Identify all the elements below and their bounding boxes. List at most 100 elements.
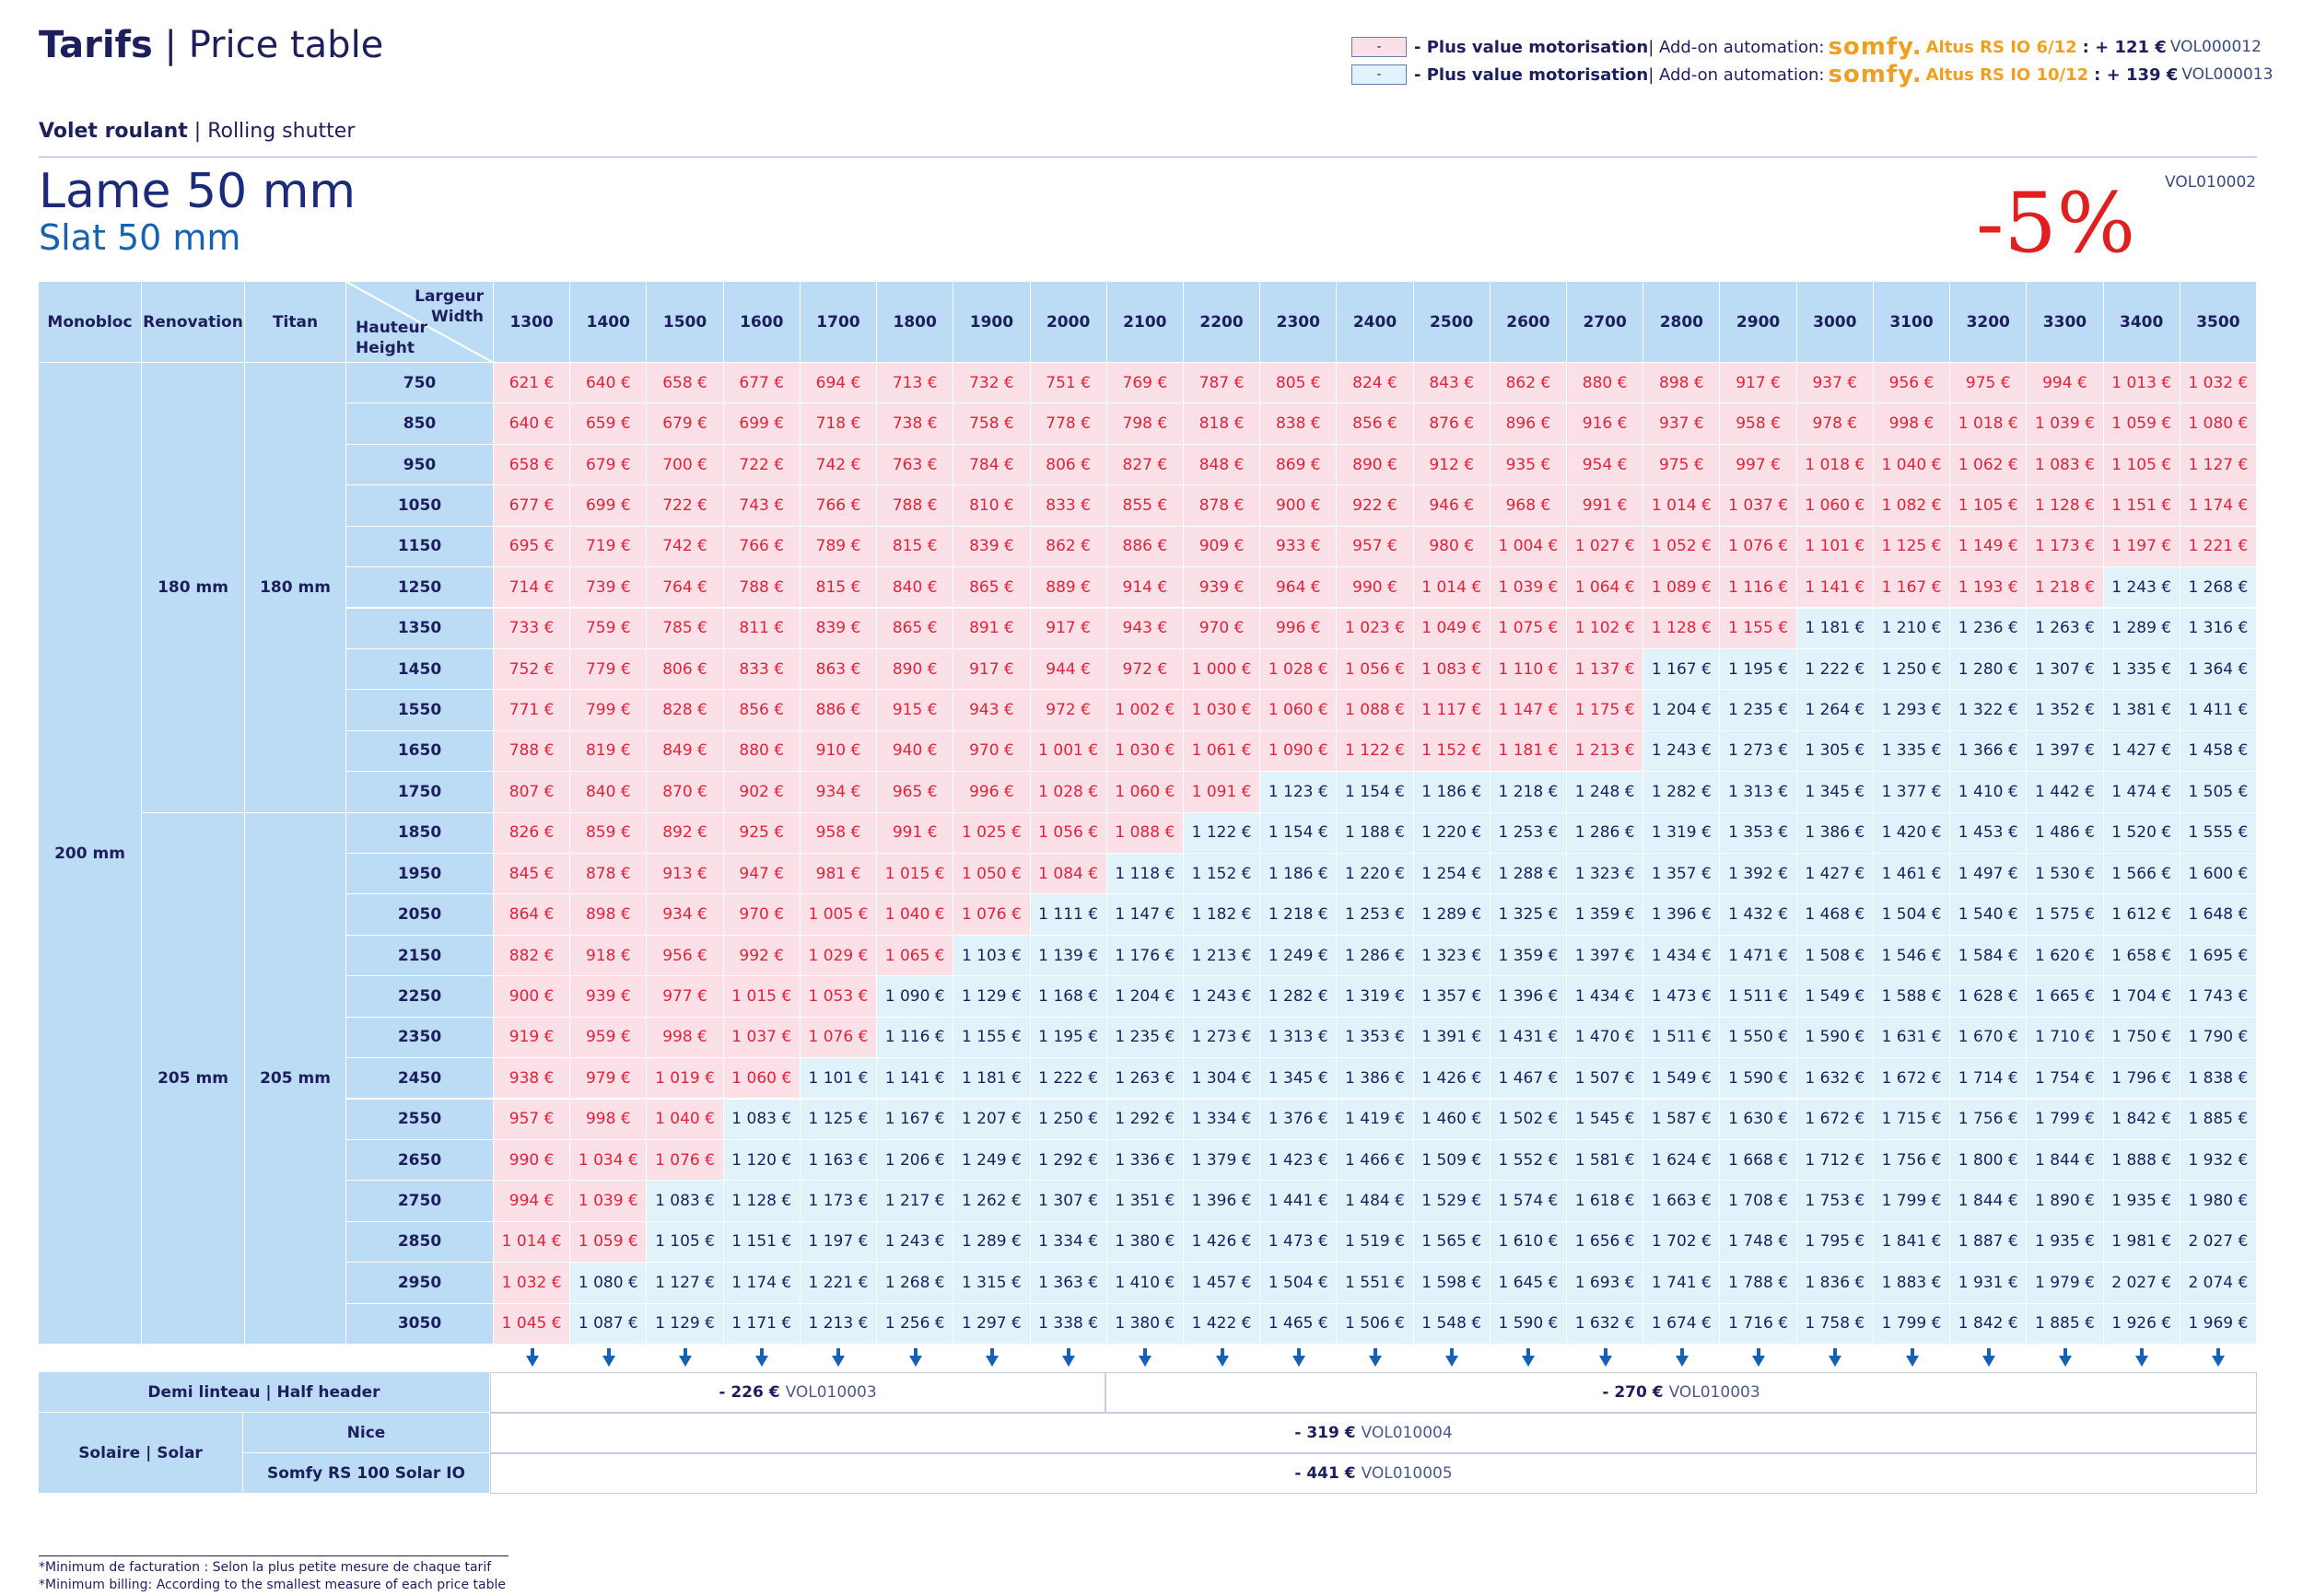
price-cell: 840 € [570, 772, 648, 813]
width-header: 1500 [647, 282, 724, 363]
price-cell: 1 702 € [1643, 1221, 1721, 1264]
price-cell: 1 061 € [1183, 730, 1261, 773]
price-cell: 1 520 € [2103, 812, 2180, 854]
price-cell: 1 243 € [877, 1221, 954, 1264]
price-cell: 1 386 € [1796, 812, 1874, 854]
price-cell: 917 € [953, 648, 1031, 691]
price-cell: 1 152 € [1183, 854, 1261, 895]
price-cell: 742 € [800, 444, 878, 486]
price-cell: 779 € [570, 648, 648, 691]
price-cell: 856 € [723, 690, 801, 731]
price-cell: 1 273 € [1720, 730, 1797, 773]
legend-model: Altus RS IO 10/12 [1925, 64, 2089, 85]
price-cell: 1 218 € [1490, 772, 1568, 813]
height-label: 1250 [346, 567, 494, 609]
down-arrow-icon [525, 1356, 539, 1367]
price-cell: 1 181 € [953, 1058, 1031, 1100]
price-cell: 889 € [1030, 567, 1107, 609]
price-cell: 956 € [1873, 363, 1951, 404]
width-header: 2700 [1567, 282, 1644, 363]
price-cell: 1 102 € [1567, 608, 1644, 649]
price-cell: 1 574 € [1490, 1181, 1568, 1222]
down-arrow-icon [1982, 1356, 1995, 1367]
price-cell: 915 € [877, 690, 954, 731]
price-cell: 1 062 € [1950, 444, 2028, 486]
somfy-solar-price: - 441 € VOL010005 [490, 1453, 2257, 1494]
price-cell: 996 € [1260, 608, 1338, 649]
price-cell: 722 € [723, 444, 801, 486]
titan-value: 205 mm [245, 812, 346, 1345]
price-cell: 1 645 € [1490, 1263, 1568, 1304]
width-header: 2200 [1183, 282, 1261, 363]
price-cell: 1 173 € [800, 1181, 878, 1222]
price-cell: 972 € [1030, 690, 1107, 731]
nice-label: Nice [243, 1413, 490, 1453]
price-cell: 1 753 € [1796, 1181, 1874, 1222]
price-cell: 824 € [1337, 363, 1414, 404]
title-rest: Price table [188, 24, 384, 66]
price-cell: 1 168 € [1030, 976, 1107, 1018]
price-cell: 1 088 € [1337, 690, 1414, 731]
width-header: 3100 [1873, 282, 1951, 363]
width-header: 3000 [1796, 282, 1874, 363]
price-cell: 1 110 € [1490, 648, 1568, 691]
price-cell: 1 410 € [1950, 772, 2028, 813]
price-cell: 890 € [877, 648, 954, 691]
price-cell: 1 111 € [1030, 894, 1107, 936]
price-cell: 1 243 € [1643, 730, 1721, 773]
price-cell: 1 319 € [1337, 976, 1414, 1018]
legend-label-rest: | Add-on automation: [1648, 64, 1825, 85]
width-header: 1900 [953, 282, 1031, 363]
price-cell: 1 620 € [2027, 935, 2104, 977]
price-cell: 722 € [647, 485, 724, 527]
price-cell: 1 128 € [2027, 485, 2104, 527]
price-cell: 992 € [723, 935, 801, 977]
price-cell: 1 129 € [647, 1303, 724, 1345]
price-cell: 1 756 € [1873, 1139, 1951, 1182]
price-cell: 1 704 € [2103, 976, 2180, 1018]
price-cell: 1 545 € [1567, 1099, 1644, 1140]
price-cell: 944 € [1030, 648, 1107, 691]
price-cell: 1 128 € [723, 1181, 801, 1222]
price-cell: 1 434 € [1567, 976, 1644, 1018]
price-cell: 1 186 € [1260, 854, 1338, 895]
price-cell: 1 844 € [1950, 1181, 2028, 1222]
price-cell: 1 486 € [2027, 812, 2104, 854]
price-cell: 738 € [877, 403, 954, 445]
price-cell: 1 885 € [2180, 1099, 2257, 1140]
price-cell: 943 € [1106, 608, 1184, 649]
height-label: 1150 [346, 526, 494, 568]
price-cell: 957 € [1337, 526, 1414, 568]
price-cell: 1 027 € [1567, 526, 1644, 568]
price-cell: 1 410 € [1106, 1263, 1184, 1304]
price-cell: 1 670 € [1950, 1017, 2028, 1059]
width-header: 2600 [1490, 282, 1568, 363]
price-cell: 1 460 € [1413, 1099, 1491, 1140]
price-cell: 1 345 € [1796, 772, 1874, 813]
price-cell: 1 392 € [1720, 854, 1797, 895]
price-cell: 1 610 € [1490, 1221, 1568, 1264]
price-cell: 1 049 € [1413, 608, 1491, 649]
price-cell: 1 506 € [1337, 1303, 1414, 1345]
legend-label-bold: - Plus value motorisation [1414, 64, 1649, 85]
price-cell: 1 656 € [1567, 1221, 1644, 1264]
price-cell: 1 293 € [1873, 690, 1951, 731]
slat-title-fr: Lame 50 mm [39, 164, 357, 219]
price-cell: 718 € [800, 403, 878, 445]
price-cell: 1 743 € [2180, 976, 2257, 1018]
price-cell: 1 457 € [1183, 1263, 1261, 1304]
category-separator: | [187, 120, 208, 143]
down-arrow-icon [1752, 1356, 1766, 1367]
somfy-solar-price-code: VOL010005 [1361, 1464, 1453, 1483]
price-cell: 1 235 € [1106, 1017, 1184, 1059]
price-cell: 1 316 € [2180, 608, 2257, 649]
price-cell: 1 090 € [877, 976, 954, 1018]
price-cell: 1 693 € [1567, 1263, 1644, 1304]
price-cell: 917 € [1030, 608, 1107, 649]
price-cell: 1 396 € [1643, 894, 1721, 936]
price-cell: 1 391 € [1413, 1017, 1491, 1059]
height-label: 2150 [346, 935, 494, 977]
price-cell: 1 002 € [1106, 690, 1184, 731]
price-cell: 980 € [1413, 526, 1491, 568]
price-cell: 863 € [800, 648, 878, 691]
